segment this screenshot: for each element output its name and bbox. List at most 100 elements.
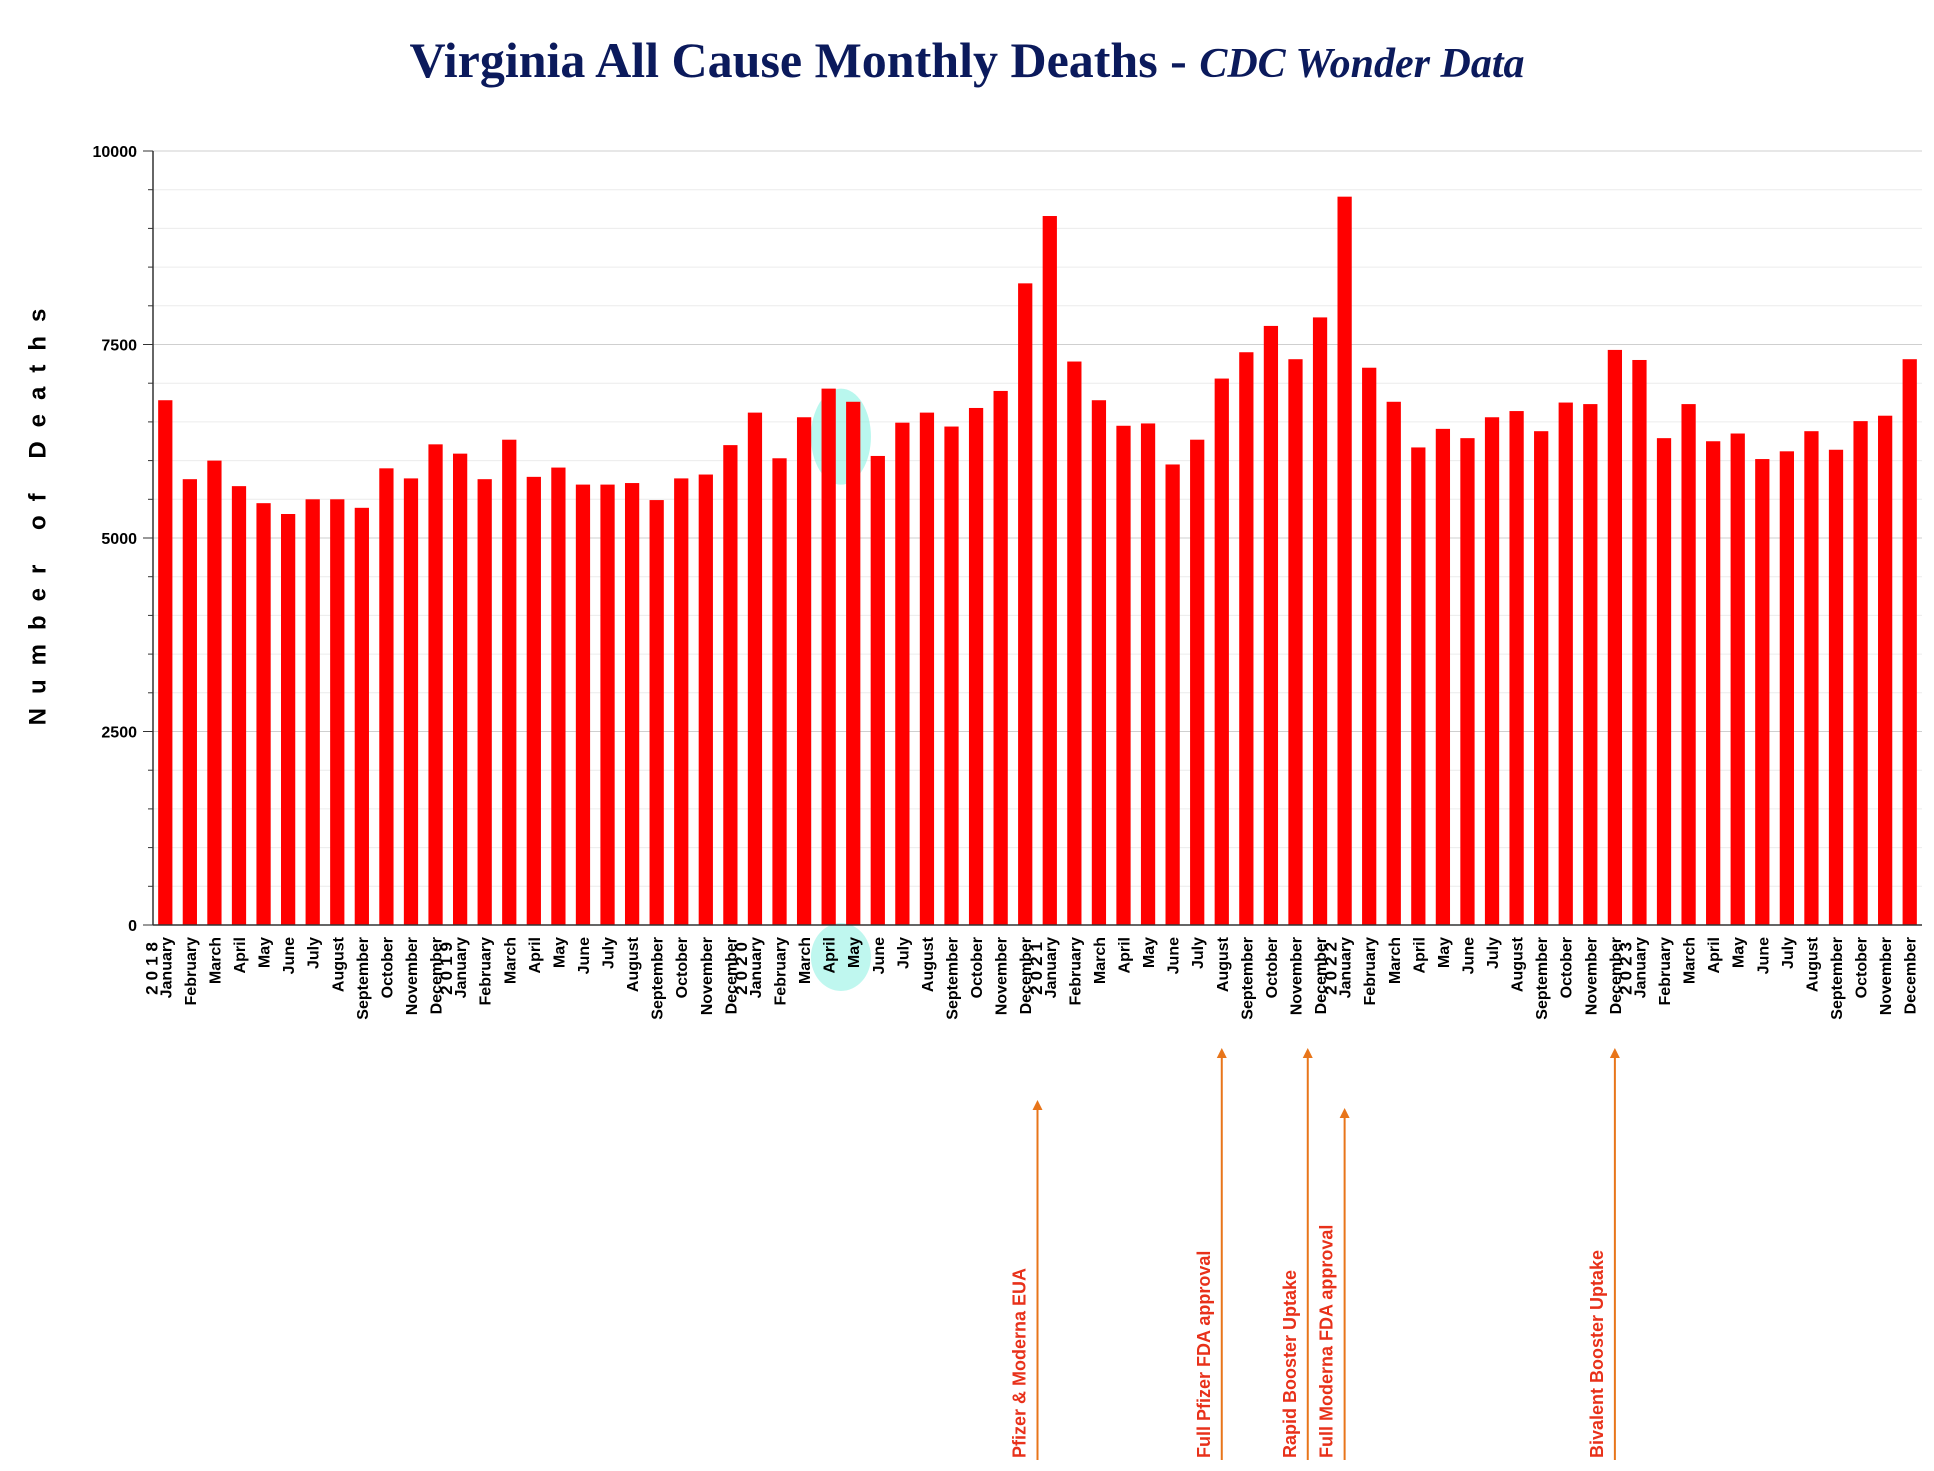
x-month-label: July <box>895 937 912 969</box>
bar-2021-december <box>1312 317 1328 925</box>
x-month-label: January <box>453 937 470 998</box>
x-month-label: September <box>1534 937 1551 1020</box>
chart-title-main: Virginia All Cause Monthly Deaths - <box>409 32 1200 88</box>
x-month-label: May <box>846 937 863 968</box>
x-month-label: April <box>527 937 544 973</box>
x-month-label: December <box>1608 937 1625 1014</box>
bar-2018-april <box>231 486 247 925</box>
x-month-label: July <box>1190 937 1207 969</box>
bar-2020-may <box>846 401 861 925</box>
bar-2021-july <box>1190 439 1205 925</box>
bar-2020-november <box>993 390 1008 925</box>
x-month-label: June <box>576 937 593 974</box>
bar-2020-march <box>796 417 812 925</box>
annotation-arrow-head <box>1216 1048 1227 1058</box>
x-month-label: July <box>1485 937 1502 969</box>
bar-2018-july <box>305 499 320 925</box>
bar-2019-january <box>452 453 468 925</box>
bar-2022-october <box>1558 402 1573 925</box>
x-month-label: April <box>1706 937 1723 973</box>
annotation-arrow-head <box>1302 1048 1313 1058</box>
bar-2023-june <box>1755 459 1770 925</box>
x-month-label: November <box>699 937 716 1015</box>
bar-2022-june <box>1460 438 1475 925</box>
bar-2021-may <box>1140 423 1156 925</box>
annotation-label: Rapid Booster Uptake <box>1280 1270 1300 1458</box>
x-month-label: September <box>355 937 372 1020</box>
x-month-label: February <box>773 937 790 1006</box>
x-month-label: April <box>1116 937 1133 973</box>
annotation-label: Pfizer & Moderna EUA <box>1010 1268 1030 1458</box>
bar-2021-june <box>1165 464 1180 925</box>
x-year-label: 2020 <box>732 937 751 995</box>
bar-2019-october <box>674 478 689 925</box>
x-month-label: August <box>1510 936 1527 992</box>
x-month-label: November <box>404 937 421 1015</box>
x-month-label: March <box>1092 937 1109 984</box>
x-month-label: May <box>551 937 568 968</box>
bar-2020-october <box>968 407 984 925</box>
x-month-label: July <box>1780 937 1797 969</box>
bar-2018-august <box>330 499 345 925</box>
x-month-label: August <box>1804 936 1821 992</box>
bar-2023-may <box>1730 433 1745 925</box>
x-month-label: August <box>920 936 937 992</box>
x-month-label: August <box>1215 936 1232 992</box>
x-month-label: September <box>1829 937 1846 1020</box>
bar-2022-april <box>1411 447 1426 925</box>
x-month-label: September <box>1239 937 1256 1020</box>
x-month-label: January <box>748 937 765 998</box>
bar-2023-october <box>1853 421 1868 925</box>
x-month-label: April <box>822 937 839 973</box>
bar-2023-august <box>1804 431 1819 925</box>
bar-2020-january <box>747 412 763 925</box>
bar-2021-march <box>1091 400 1107 925</box>
highlight-ellipse <box>810 388 871 485</box>
x-month-label: December <box>1903 937 1920 1014</box>
bar-2018-may <box>256 503 271 925</box>
x-month-label: November <box>1878 937 1895 1015</box>
y-tick-label: 7500 <box>101 338 137 355</box>
x-month-label: January <box>1338 937 1355 998</box>
bars <box>158 196 1917 926</box>
x-month-label: June <box>281 937 298 974</box>
bar-2018-march <box>207 460 222 925</box>
x-month-label: July <box>601 937 618 969</box>
bar-2020-july <box>895 422 910 925</box>
annotation-label: Full Pfizer FDA approval <box>1194 1251 1214 1458</box>
bar-2019-june <box>575 484 591 925</box>
bar-2018-november <box>403 478 419 925</box>
bar-2021-february <box>1067 361 1082 925</box>
bar-2019-december <box>723 445 738 925</box>
bar-2020-february <box>772 458 787 925</box>
bar-2018-february <box>182 479 197 925</box>
highlight-layer <box>810 388 871 991</box>
bar-2019-march <box>502 439 517 925</box>
x-month-label: February <box>1362 937 1379 1006</box>
bar-2020-december <box>1018 283 1033 925</box>
bar-2022-july <box>1484 417 1500 925</box>
bar-2023-march <box>1681 404 1696 925</box>
bar-2018-december <box>428 444 443 925</box>
bar-2019-august <box>624 483 640 925</box>
x-month-label: March <box>1387 937 1404 984</box>
bar-2018-june <box>281 514 296 925</box>
bar-2022-november <box>1583 404 1598 925</box>
x-year-label: 2023 <box>1616 937 1635 995</box>
chart-title: Virginia All Cause Monthly Deaths - CDC … <box>0 28 1934 96</box>
x-month-label: January <box>158 937 175 998</box>
bar-2019-july <box>600 484 615 925</box>
axes: 0 2500 5000 7500 10000 <box>93 144 1922 935</box>
x-month-label: August <box>625 936 642 992</box>
x-month-label: July <box>306 937 323 969</box>
x-year-label: 2022 <box>1322 937 1341 995</box>
highlight-label-ellipse <box>810 923 871 991</box>
x-month-label: June <box>1755 937 1772 974</box>
bar-2020-august <box>919 412 935 925</box>
x-month-label: November <box>1583 937 1600 1015</box>
x-month-label: December <box>1313 937 1330 1014</box>
bar-2020-april <box>821 388 836 925</box>
x-year-label: 2018 <box>142 937 161 995</box>
